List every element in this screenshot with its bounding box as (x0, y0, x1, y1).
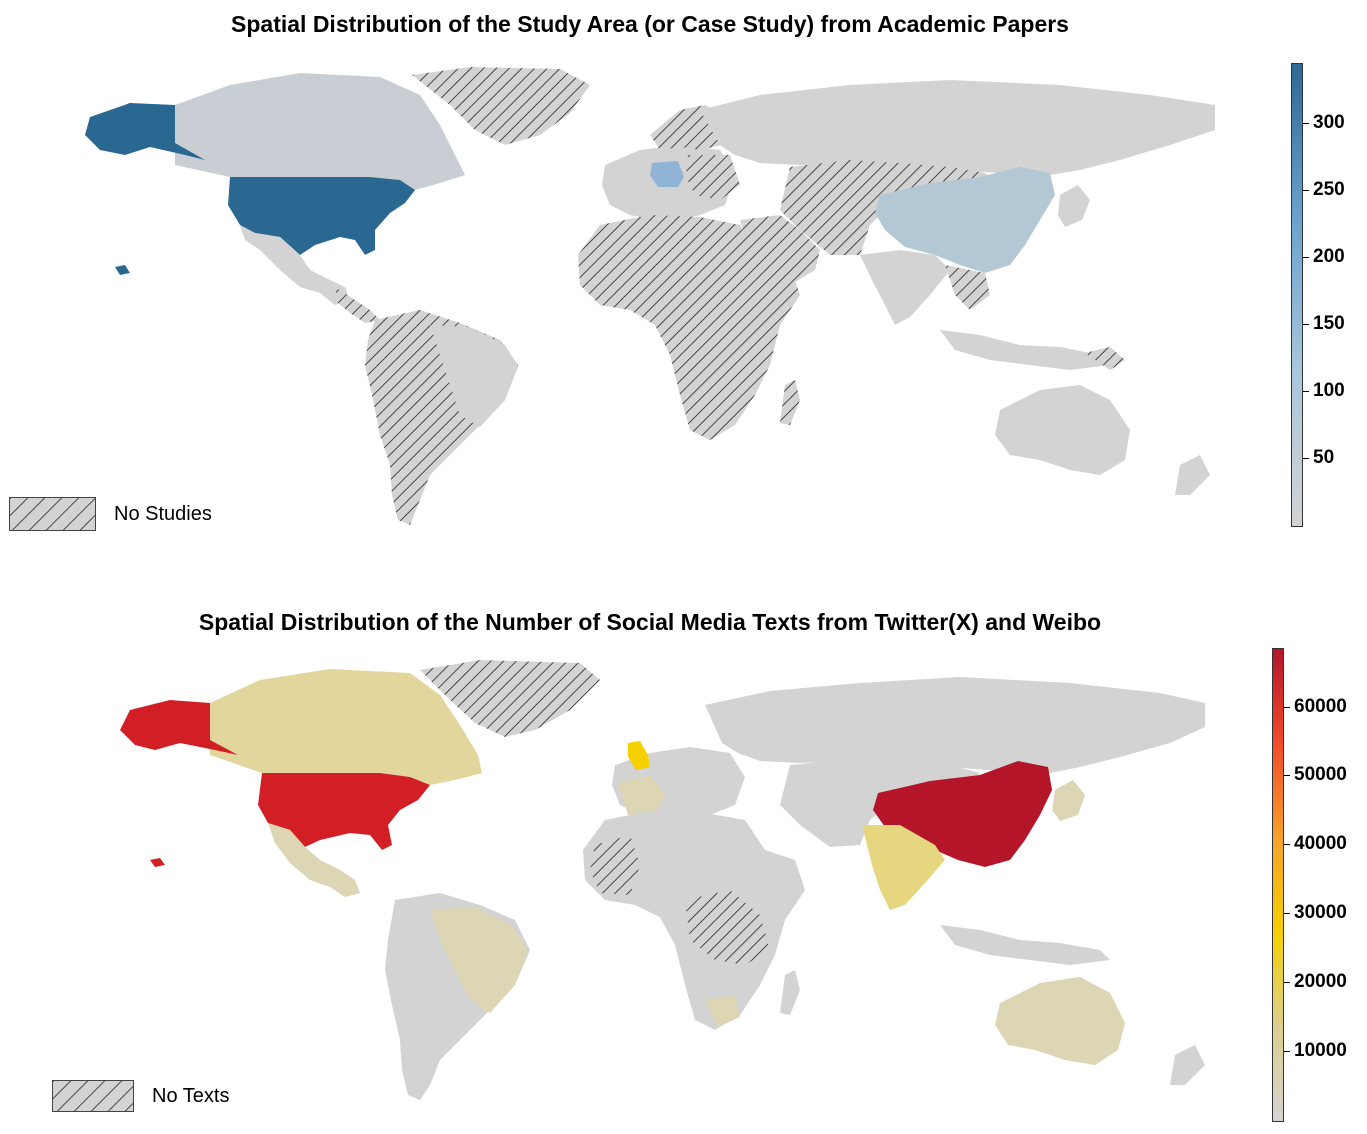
colorbar-tickmark (1284, 913, 1290, 915)
japan (1058, 185, 1090, 227)
map-1-title: Spatial Distribution of the Study Area (… (231, 11, 1069, 37)
colorbar-tick-label: 150 (1313, 313, 1345, 335)
hawaii (150, 858, 165, 867)
colorbar-tickmark (1284, 1051, 1290, 1053)
world-map-studies (85, 67, 1215, 525)
germany (650, 161, 684, 187)
legend-label: No Texts (152, 1084, 230, 1107)
madagascar (780, 380, 800, 425)
world-map-social-media (120, 660, 1205, 1100)
new-guinea (1085, 347, 1125, 370)
central-america (335, 287, 380, 323)
canada (175, 73, 465, 190)
australia (995, 385, 1130, 475)
hawaii (115, 265, 130, 275)
colorbar-tickmark (1303, 324, 1309, 326)
russia (705, 677, 1205, 773)
brazil (430, 325, 518, 427)
colorbar-tick-label: 50000 (1294, 764, 1347, 786)
legend-no-texts: No Texts (52, 1080, 229, 1112)
colorbar-tick-label: 100 (1313, 380, 1345, 402)
colorbar-tick-label: 20000 (1294, 971, 1347, 993)
southeast-asia (945, 265, 990, 310)
india (862, 825, 945, 910)
west-africa (590, 835, 640, 895)
colorbar-tickmark (1303, 391, 1309, 393)
alaska (85, 103, 205, 160)
china (875, 167, 1055, 273)
colorbar-tick-label: 40000 (1294, 833, 1347, 855)
central-africa (685, 890, 770, 965)
colorbar-tickmark (1303, 123, 1309, 125)
australia (995, 977, 1125, 1065)
colorbar-tickmark (1284, 982, 1290, 984)
colorbar-tick-label: 30000 (1294, 902, 1347, 924)
africa (578, 215, 800, 440)
colorbar-tick-label: 300 (1313, 112, 1345, 134)
mexico (240, 225, 350, 305)
united-kingdom (628, 741, 650, 770)
united-states (228, 177, 415, 255)
colorbar-tickmark (1284, 775, 1290, 777)
new-zealand (1175, 455, 1210, 495)
russia (700, 80, 1215, 175)
legend-label: No Studies (114, 502, 212, 525)
colorbar-tickmark (1284, 706, 1290, 708)
colorbar-tickmark (1303, 190, 1309, 192)
hatch-swatch (9, 497, 96, 531)
india (860, 250, 950, 325)
south-africa (705, 995, 740, 1027)
colorbar-texts (1272, 648, 1284, 1122)
united-states (258, 773, 430, 850)
alaska (120, 700, 238, 755)
colorbar-tick-label: 60000 (1294, 695, 1347, 717)
greenland (420, 660, 600, 737)
colorbar-studies (1291, 63, 1303, 527)
new-zealand (1170, 1045, 1205, 1085)
mexico (268, 823, 360, 897)
indonesia (940, 925, 1110, 965)
greenland (412, 67, 590, 145)
colorbar-tick-label: 10000 (1294, 1040, 1347, 1062)
colorbar-tick-label: 50 (1313, 447, 1335, 469)
colorbar-tickmark (1303, 458, 1309, 460)
middle-east (740, 215, 820, 285)
legend-no-studies: No Studies (9, 497, 212, 531)
hatch-swatch (52, 1080, 134, 1112)
canada (210, 669, 482, 785)
indonesia (940, 330, 1110, 370)
western-europe (618, 775, 665, 815)
colorbar-tick-label: 200 (1313, 246, 1345, 268)
brazil (430, 907, 528, 1013)
japan (1052, 780, 1085, 821)
colorbar-tickmark (1284, 844, 1290, 846)
eastern-europe (686, 155, 740, 200)
madagascar (780, 970, 800, 1015)
colorbar-tick-label: 250 (1313, 179, 1345, 201)
map-2-title: Spatial Distribution of the Number of So… (198, 609, 1102, 635)
colorbar-tickmark (1303, 257, 1309, 259)
